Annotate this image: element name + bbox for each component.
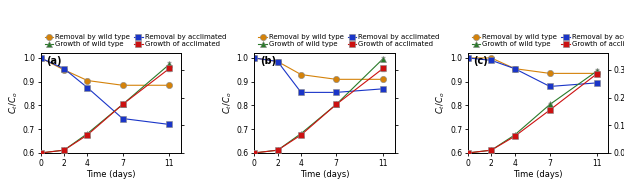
X-axis label: Time (days): Time (days) (86, 170, 135, 179)
Legend: Removal by wild type, Growth of wild type, Removal by acclimated, Growth of accl: Removal by wild type, Growth of wild typ… (258, 33, 441, 48)
Y-axis label: $C_t/C_o$: $C_t/C_o$ (435, 92, 447, 114)
Text: (c): (c) (474, 56, 488, 66)
Text: (a): (a) (46, 56, 62, 66)
Legend: Removal by wild type, Growth of wild type, Removal by acclimated, Growth of accl: Removal by wild type, Growth of wild typ… (471, 33, 624, 48)
Y-axis label: $C_t/C_o$: $C_t/C_o$ (222, 92, 234, 114)
Y-axis label: $C_t/C_o$: $C_t/C_o$ (7, 92, 20, 114)
Legend: Removal by wild type, Growth of wild type, Removal by acclimated, Growth of accl: Removal by wild type, Growth of wild typ… (44, 33, 227, 48)
X-axis label: Time (days): Time (days) (514, 170, 563, 179)
Text: (b): (b) (260, 56, 276, 66)
X-axis label: Time (days): Time (days) (300, 170, 349, 179)
